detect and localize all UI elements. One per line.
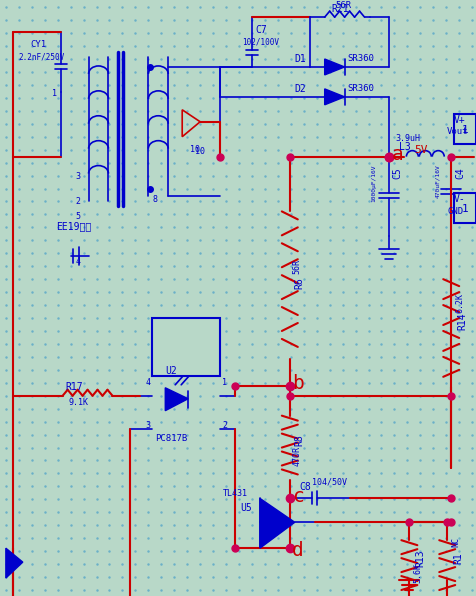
Text: 9.1K: 9.1K bbox=[69, 398, 89, 407]
Text: D1: D1 bbox=[294, 54, 306, 64]
Polygon shape bbox=[324, 89, 344, 105]
Polygon shape bbox=[324, 59, 344, 75]
Text: R14: R14 bbox=[456, 312, 466, 330]
Text: C4: C4 bbox=[454, 167, 464, 179]
Text: 5: 5 bbox=[75, 212, 80, 221]
Text: 1000µF/16V: 1000µF/16V bbox=[371, 164, 376, 202]
Text: 4: 4 bbox=[145, 378, 150, 387]
Text: R13: R13 bbox=[415, 550, 425, 567]
Text: R1: R1 bbox=[452, 552, 462, 564]
Text: 1: 1 bbox=[461, 204, 467, 215]
Text: R8: R8 bbox=[294, 434, 304, 446]
Text: Vout: Vout bbox=[446, 127, 468, 136]
Text: 1: 1 bbox=[52, 89, 57, 98]
Text: C7: C7 bbox=[254, 25, 266, 35]
Text: 2.2nF/250V: 2.2nF/250V bbox=[19, 52, 65, 61]
Text: R6: R6 bbox=[294, 277, 304, 289]
Text: V-: V- bbox=[453, 194, 465, 204]
Text: EE19卧式: EE19卧式 bbox=[56, 221, 91, 231]
Text: 470R: 470R bbox=[292, 446, 301, 465]
Text: SR360: SR360 bbox=[347, 85, 374, 94]
Text: C8: C8 bbox=[299, 482, 311, 492]
Text: 2: 2 bbox=[222, 421, 227, 430]
Text: 56R: 56R bbox=[335, 1, 351, 10]
Text: PC817B: PC817B bbox=[155, 434, 187, 443]
Text: 3.9uH: 3.9uH bbox=[395, 134, 419, 143]
Text: GND: GND bbox=[446, 207, 462, 216]
Text: 6.2K: 6.2K bbox=[454, 293, 463, 313]
Text: a: a bbox=[391, 145, 402, 164]
Text: V+: V+ bbox=[453, 115, 465, 125]
Text: 5V: 5V bbox=[414, 145, 427, 154]
Text: D2: D2 bbox=[294, 84, 306, 94]
Text: NC: NC bbox=[450, 537, 459, 547]
Text: 102/100V: 102/100V bbox=[241, 38, 278, 46]
Text: 3: 3 bbox=[145, 421, 150, 430]
Text: 10: 10 bbox=[195, 147, 205, 156]
Text: U5: U5 bbox=[240, 504, 251, 513]
Text: 4: 4 bbox=[75, 257, 80, 266]
Text: 10: 10 bbox=[190, 145, 200, 154]
Text: 1: 1 bbox=[222, 378, 227, 387]
Text: 3: 3 bbox=[75, 172, 80, 181]
Text: U2: U2 bbox=[165, 366, 177, 376]
Text: R17: R17 bbox=[66, 382, 83, 392]
Bar bbox=[453, 114, 475, 144]
Text: 8: 8 bbox=[152, 195, 157, 204]
Polygon shape bbox=[259, 498, 294, 548]
Polygon shape bbox=[6, 548, 23, 578]
Polygon shape bbox=[165, 388, 188, 411]
Text: L3: L3 bbox=[398, 142, 410, 151]
Bar bbox=[152, 318, 219, 376]
Text: CY1: CY1 bbox=[30, 39, 47, 48]
Text: SR360: SR360 bbox=[347, 54, 374, 64]
Text: 1: 1 bbox=[461, 125, 467, 135]
Text: 2: 2 bbox=[75, 197, 80, 206]
Text: b: b bbox=[291, 374, 303, 393]
Text: 104/50V: 104/50V bbox=[311, 478, 346, 487]
Text: C5: C5 bbox=[392, 167, 402, 179]
Text: R21: R21 bbox=[331, 4, 348, 14]
Text: 5.6K: 5.6K bbox=[413, 563, 421, 583]
Text: c: c bbox=[291, 487, 303, 506]
Text: 470uF/16V: 470uF/16V bbox=[435, 164, 439, 198]
Text: TL431: TL431 bbox=[222, 489, 248, 498]
Text: d: d bbox=[291, 541, 303, 560]
Bar bbox=[453, 194, 475, 224]
Text: 56R: 56R bbox=[292, 259, 301, 274]
